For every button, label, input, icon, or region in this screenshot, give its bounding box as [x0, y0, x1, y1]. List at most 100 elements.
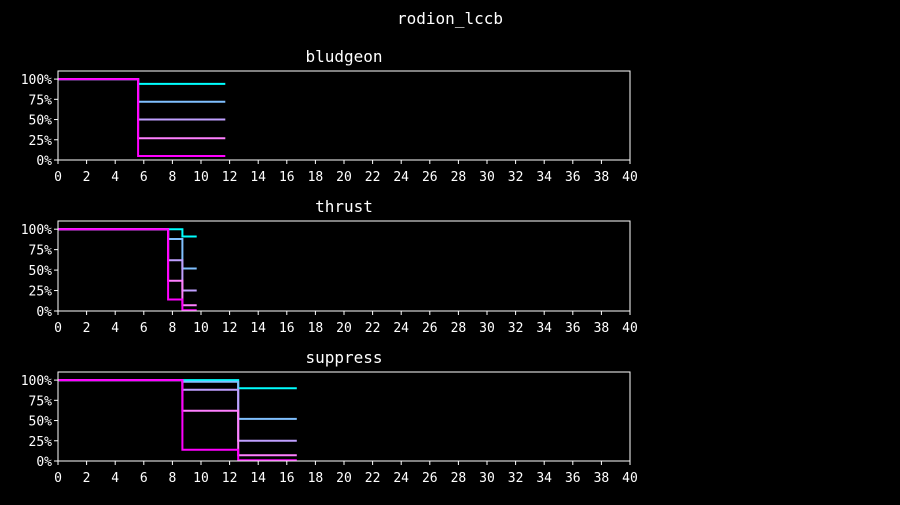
x-tick-label: 30 — [479, 471, 495, 486]
x-tick-label: 4 — [111, 471, 119, 486]
x-tick-label: 34 — [536, 471, 552, 486]
x-tick-label: 2 — [83, 471, 91, 486]
x-tick-label: 8 — [168, 471, 176, 486]
x-tick-label: 36 — [565, 471, 581, 486]
x-tick-label: 36 — [565, 321, 581, 336]
x-tick-label: 26 — [422, 471, 438, 486]
series-line-3 — [58, 78, 226, 121]
y-tick-label: 75% — [29, 244, 53, 259]
x-tick-label: 18 — [308, 170, 324, 185]
x-tick-label: 28 — [451, 321, 467, 336]
x-tick-label: 14 — [250, 321, 266, 336]
y-tick-label: 75% — [29, 93, 53, 108]
x-tick-label: 32 — [508, 321, 524, 336]
series-line-2 — [58, 78, 226, 103]
y-tick-label: 50% — [29, 114, 53, 129]
y-tick-label: 100% — [21, 73, 52, 88]
x-tick-label: 30 — [479, 170, 495, 185]
y-tick-label: 0% — [36, 305, 52, 320]
y-tick-label: 75% — [29, 394, 53, 409]
figure-title: rodion_lccb — [397, 9, 503, 28]
x-tick-label: 30 — [479, 321, 495, 336]
subplot-title: bludgeon — [305, 47, 382, 66]
y-tick-label: 25% — [29, 435, 53, 450]
series-line-5 — [58, 78, 226, 157]
x-tick-label: 32 — [508, 471, 524, 486]
series-line-1 — [58, 379, 297, 390]
series-line-4 — [58, 228, 197, 307]
x-tick-label: 36 — [565, 170, 581, 185]
y-tick-label: 50% — [29, 415, 53, 430]
axes-frame — [57, 371, 631, 462]
y-tick-label: 25% — [29, 285, 53, 300]
x-tick-label: 12 — [222, 170, 238, 185]
x-tick-label: 38 — [594, 471, 610, 486]
subplot-title: suppress — [305, 348, 382, 367]
x-tick-label: 32 — [508, 170, 524, 185]
x-tick-label: 18 — [308, 321, 324, 336]
x-tick-label: 2 — [83, 321, 91, 336]
x-tick-label: 26 — [422, 321, 438, 336]
x-tick-label: 14 — [250, 471, 266, 486]
x-tick-label: 14 — [250, 170, 266, 185]
series-line-4 — [58, 379, 297, 457]
x-tick-label: 28 — [451, 170, 467, 185]
x-tick-label: 18 — [308, 471, 324, 486]
x-tick-label: 16 — [279, 321, 295, 336]
x-tick-label: 6 — [140, 321, 148, 336]
x-tick-label: 24 — [393, 170, 409, 185]
x-tick-label: 24 — [393, 471, 409, 486]
x-tick-label: 12 — [222, 471, 238, 486]
x-tick-label: 40 — [622, 170, 638, 185]
x-tick-label: 10 — [193, 471, 209, 486]
x-tick-label: 0 — [54, 471, 62, 486]
series-line-1 — [58, 228, 197, 238]
x-tick-label: 26 — [422, 170, 438, 185]
x-tick-label: 16 — [279, 170, 295, 185]
x-tick-label: 0 — [54, 170, 62, 185]
y-tick-label: 100% — [21, 374, 52, 389]
x-tick-label: 28 — [451, 471, 467, 486]
series-line-2 — [58, 379, 297, 420]
series-line-5 — [58, 228, 197, 312]
x-tick-label: 4 — [111, 321, 119, 336]
x-tick-label: 8 — [168, 170, 176, 185]
x-tick-label: 38 — [594, 170, 610, 185]
x-tick-label: 22 — [365, 321, 381, 336]
x-tick-label: 20 — [336, 170, 352, 185]
x-tick-label: 20 — [336, 321, 352, 336]
y-tick-label: 50% — [29, 264, 53, 279]
y-tick-label: 0% — [36, 455, 52, 470]
x-tick-label: 20 — [336, 471, 352, 486]
x-tick-label: 34 — [536, 321, 552, 336]
series-line-4 — [58, 78, 226, 140]
x-tick-label: 24 — [393, 321, 409, 336]
x-tick-label: 16 — [279, 471, 295, 486]
x-tick-label: 6 — [140, 170, 148, 185]
x-tick-label: 6 — [140, 471, 148, 486]
x-tick-label: 12 — [222, 321, 238, 336]
series-line-2 — [58, 228, 197, 270]
x-tick-label: 40 — [622, 471, 638, 486]
x-tick-label: 22 — [365, 471, 381, 486]
x-tick-label: 0 — [54, 321, 62, 336]
subplot-title: thrust — [315, 197, 373, 216]
x-tick-label: 10 — [193, 170, 209, 185]
series-line-5 — [58, 379, 297, 462]
x-tick-label: 2 — [83, 170, 91, 185]
x-tick-label: 4 — [111, 170, 119, 185]
y-tick-label: 100% — [21, 223, 52, 238]
x-tick-label: 34 — [536, 170, 552, 185]
x-tick-label: 8 — [168, 321, 176, 336]
y-tick-label: 0% — [36, 154, 52, 169]
y-tick-label: 25% — [29, 134, 53, 149]
x-tick-label: 22 — [365, 170, 381, 185]
axes-frame — [57, 220, 631, 312]
x-tick-label: 10 — [193, 321, 209, 336]
x-tick-label: 40 — [622, 321, 638, 336]
